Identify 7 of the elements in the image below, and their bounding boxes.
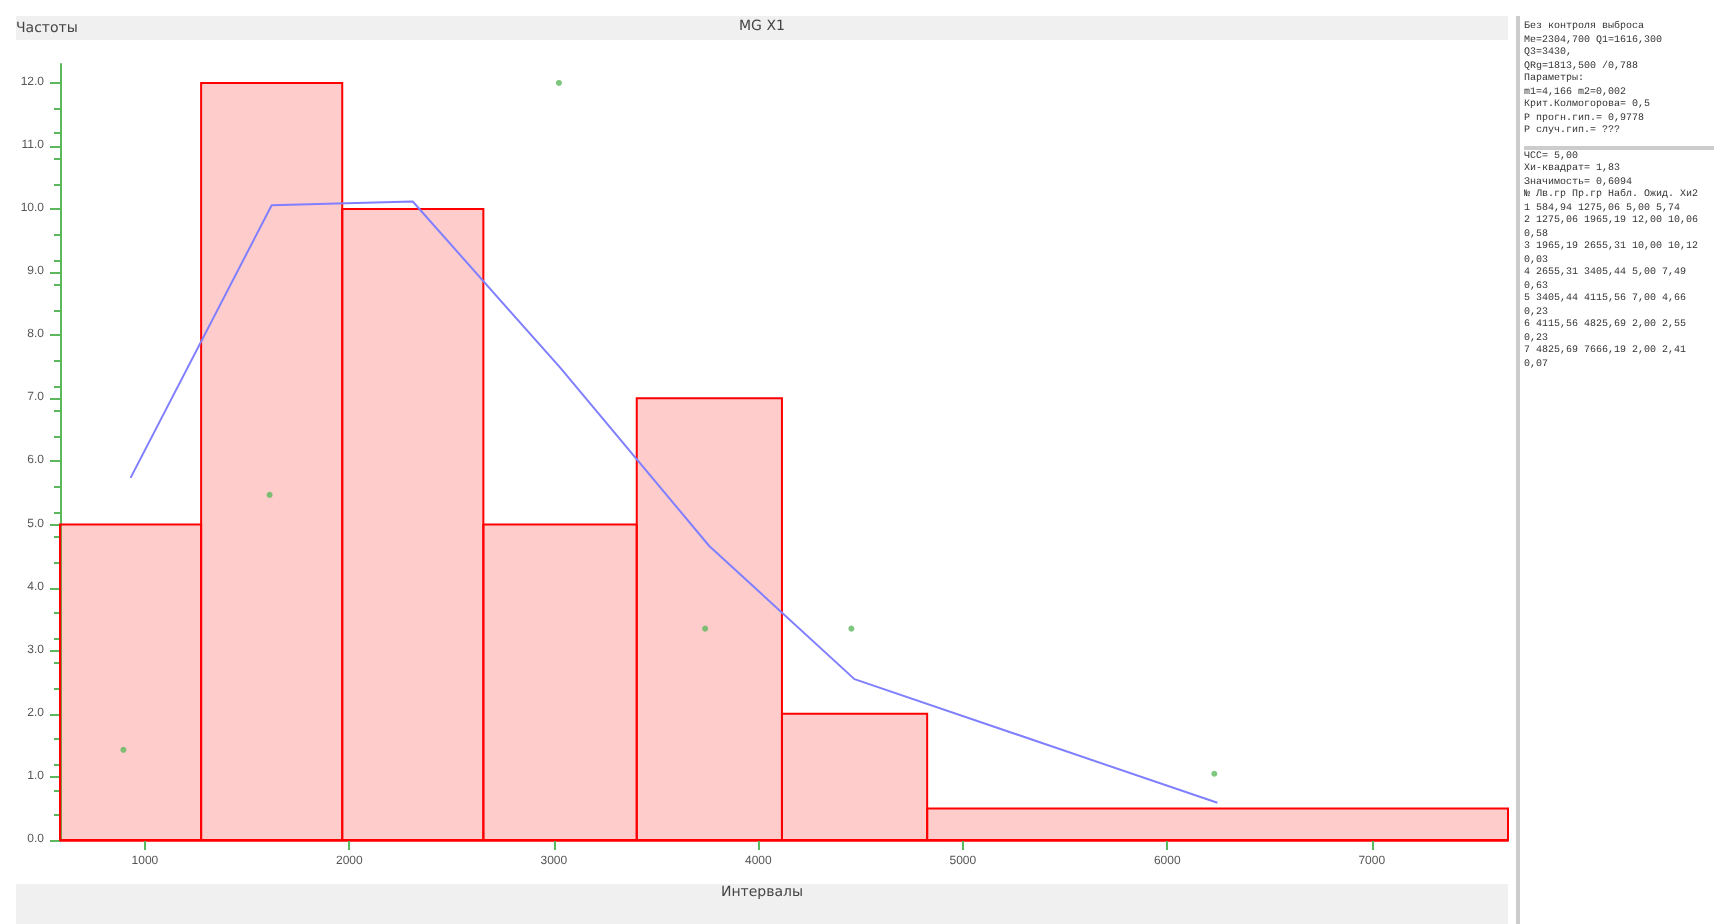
point <box>266 491 273 498</box>
point <box>702 625 709 632</box>
point <box>848 625 855 632</box>
line-series <box>129 200 1219 804</box>
point <box>120 746 127 753</box>
point <box>1211 770 1218 777</box>
point <box>555 79 562 86</box>
